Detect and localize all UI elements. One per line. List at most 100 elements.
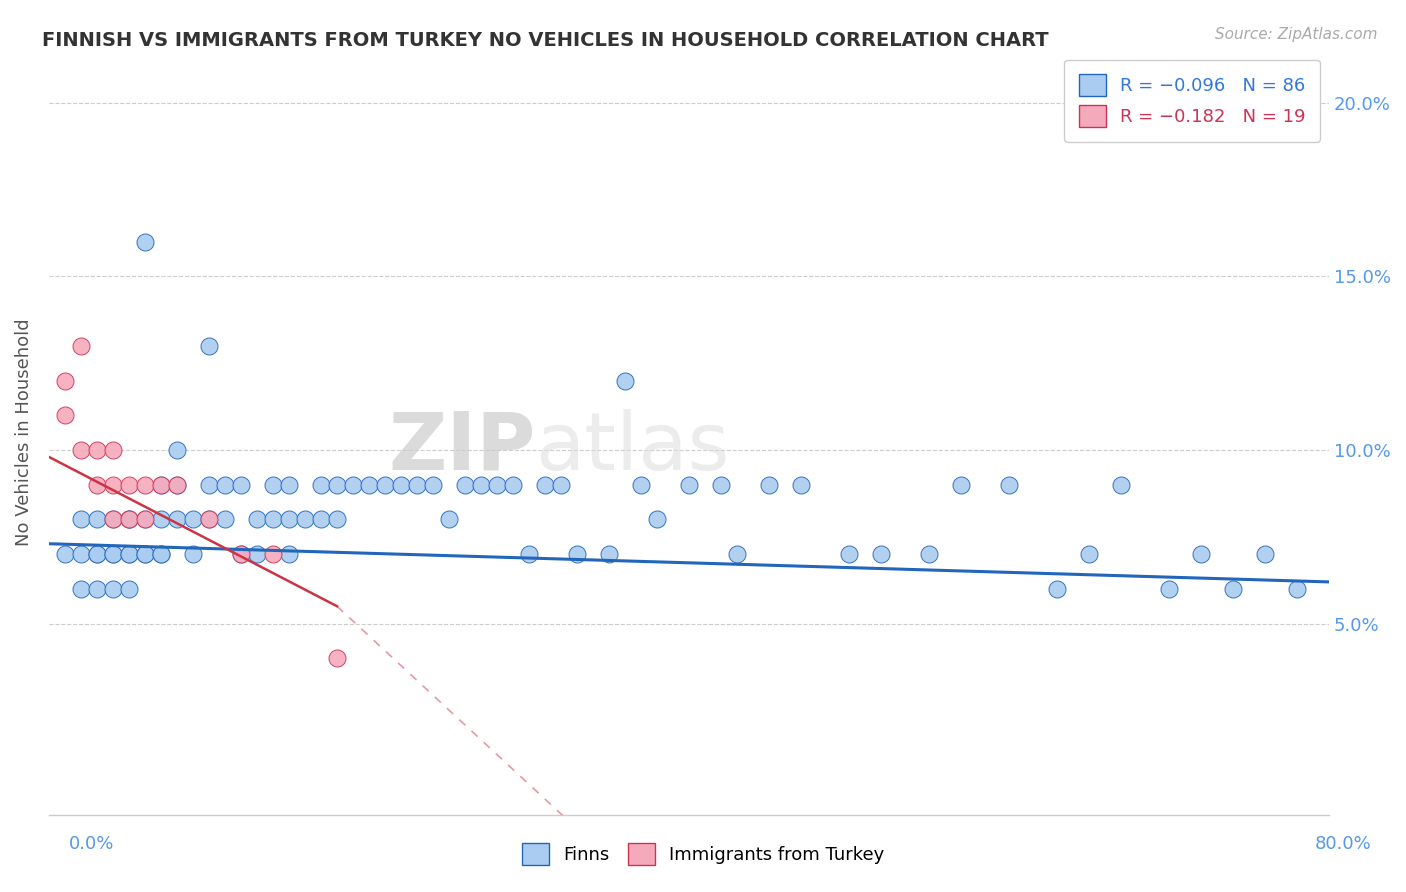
Point <box>565 547 588 561</box>
Point <box>278 477 301 491</box>
Point <box>118 512 141 526</box>
Point <box>118 547 141 561</box>
Point <box>1286 582 1309 596</box>
Point <box>166 477 188 491</box>
Point <box>678 477 700 491</box>
Point <box>1222 582 1244 596</box>
Text: Source: ZipAtlas.com: Source: ZipAtlas.com <box>1215 27 1378 42</box>
Point <box>181 547 204 561</box>
Point <box>1159 582 1181 596</box>
Point <box>790 477 813 491</box>
Point <box>149 477 172 491</box>
Point <box>437 512 460 526</box>
Text: ZIP: ZIP <box>388 409 536 487</box>
Point <box>950 477 973 491</box>
Point <box>86 512 108 526</box>
Point <box>198 512 221 526</box>
Point <box>278 512 301 526</box>
Point <box>198 477 221 491</box>
Point <box>326 512 349 526</box>
Point <box>134 547 156 561</box>
Point <box>710 477 733 491</box>
Point <box>101 582 124 596</box>
Point <box>309 512 332 526</box>
Legend: Finns, Immigrants from Turkey: Finns, Immigrants from Turkey <box>513 834 893 874</box>
Point <box>725 547 748 561</box>
Point <box>357 477 380 491</box>
Point <box>918 547 941 561</box>
Point <box>101 547 124 561</box>
Point <box>101 512 124 526</box>
Point <box>838 547 860 561</box>
Point <box>101 442 124 457</box>
Point <box>214 477 236 491</box>
Point <box>86 547 108 561</box>
Point <box>1109 477 1132 491</box>
Point <box>229 547 252 561</box>
Point <box>598 547 620 561</box>
Point <box>118 477 141 491</box>
Point <box>389 477 412 491</box>
Point <box>550 477 572 491</box>
Point <box>101 477 124 491</box>
Point <box>534 477 557 491</box>
Point <box>118 512 141 526</box>
Point <box>70 547 93 561</box>
Text: FINNISH VS IMMIGRANTS FROM TURKEY NO VEHICLES IN HOUSEHOLD CORRELATION CHART: FINNISH VS IMMIGRANTS FROM TURKEY NO VEH… <box>42 31 1049 50</box>
Point <box>262 477 284 491</box>
Point <box>246 512 269 526</box>
Point <box>1189 547 1212 561</box>
Point <box>134 235 156 249</box>
Point <box>309 477 332 491</box>
Point <box>166 442 188 457</box>
Point <box>149 547 172 561</box>
Point <box>86 477 108 491</box>
Point <box>214 512 236 526</box>
Point <box>1078 547 1101 561</box>
Text: 0.0%: 0.0% <box>69 835 114 853</box>
Point <box>470 477 492 491</box>
Point <box>181 512 204 526</box>
Point <box>614 374 637 388</box>
Point <box>229 547 252 561</box>
Point <box>342 477 364 491</box>
Point <box>374 477 396 491</box>
Point <box>118 547 141 561</box>
Point <box>134 512 156 526</box>
Point <box>758 477 780 491</box>
Point <box>198 512 221 526</box>
Point <box>86 547 108 561</box>
Point <box>70 442 93 457</box>
Point <box>630 477 652 491</box>
Point <box>262 547 284 561</box>
Point <box>1254 547 1277 561</box>
Point <box>1046 582 1069 596</box>
Point <box>118 582 141 596</box>
Point <box>134 547 156 561</box>
Point <box>149 477 172 491</box>
Text: 80.0%: 80.0% <box>1315 835 1371 853</box>
Point <box>246 547 269 561</box>
Point <box>486 477 509 491</box>
Point <box>134 512 156 526</box>
Point <box>101 512 124 526</box>
Point <box>422 477 444 491</box>
Point <box>134 477 156 491</box>
Point <box>278 547 301 561</box>
Point <box>166 512 188 526</box>
Point <box>53 409 76 423</box>
Point <box>502 477 524 491</box>
Point <box>70 339 93 353</box>
Point <box>198 339 221 353</box>
Y-axis label: No Vehicles in Household: No Vehicles in Household <box>15 318 32 547</box>
Point <box>149 512 172 526</box>
Legend: R = −0.096   N = 86, R = −0.182   N = 19: R = −0.096 N = 86, R = −0.182 N = 19 <box>1064 60 1320 142</box>
Point <box>326 477 349 491</box>
Point <box>517 547 540 561</box>
Point <box>870 547 893 561</box>
Point <box>454 477 477 491</box>
Point <box>166 477 188 491</box>
Point <box>406 477 429 491</box>
Point <box>118 512 141 526</box>
Point <box>294 512 316 526</box>
